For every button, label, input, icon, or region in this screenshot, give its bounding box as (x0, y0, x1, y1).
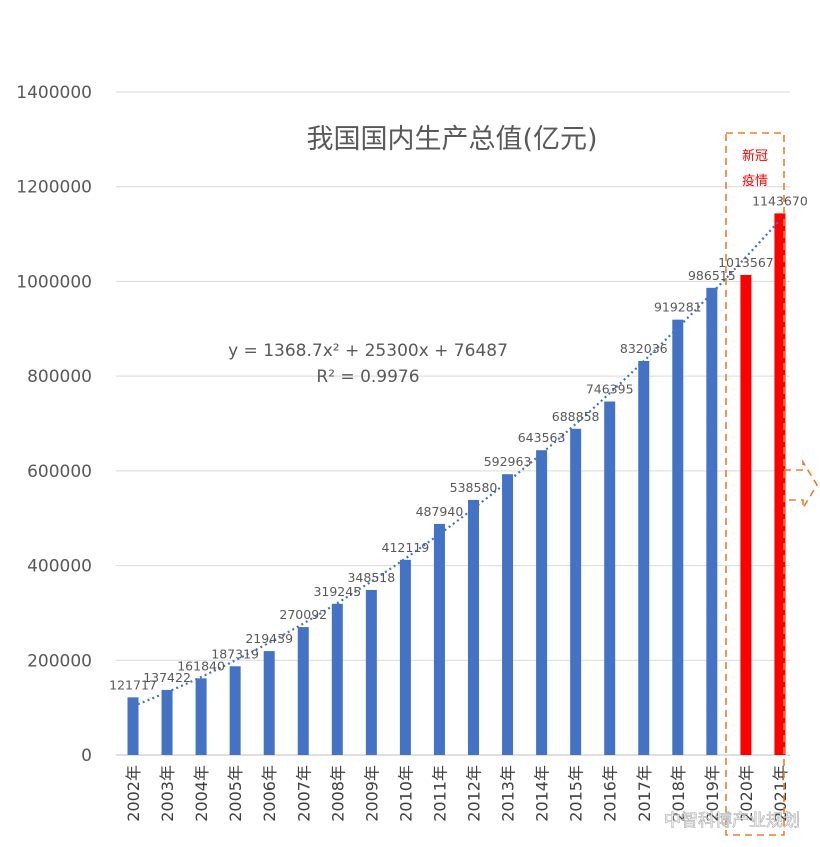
y-tick-label: 1200000 (16, 178, 92, 198)
x-tick-label: 2017年 (635, 765, 654, 822)
bar (774, 213, 786, 755)
y-tick-label: 0 (81, 746, 92, 766)
chart-title: 我国国内生产总值(亿元) (306, 124, 597, 155)
x-tick-label: 2004年 (192, 765, 211, 822)
watermark: 中智科博产业规划 (664, 811, 800, 831)
y-axis-tick-labels: 0 200000 400000 600000 800000 1000000 1200000 1… (16, 83, 92, 766)
x-tick-label: 2013年 (499, 765, 518, 822)
x-tick-label: 2020年 (737, 765, 756, 822)
data-label: 919281 (654, 300, 702, 315)
x-tick-label: 2006年 (260, 765, 279, 822)
data-label: 187319 (211, 646, 259, 661)
bar (740, 275, 752, 755)
bar (195, 678, 207, 755)
x-tick-label: 2015年 (567, 765, 586, 822)
bar (433, 523, 445, 755)
y-tick-label: 600000 (27, 462, 92, 482)
data-label: 643563 (518, 430, 566, 445)
data-label: 348518 (347, 570, 395, 585)
gridlines (116, 91, 790, 756)
x-tick-label: 2005年 (226, 765, 245, 822)
data-label: 1143670 (752, 193, 808, 208)
data-label: 832036 (620, 341, 668, 356)
x-tick-label: 2014年 (533, 765, 552, 822)
data-label: 746395 (586, 382, 634, 397)
bar (297, 627, 309, 755)
bar (399, 559, 411, 755)
x-tick-label: 2003年 (158, 765, 177, 822)
bar (263, 651, 275, 755)
bar (365, 589, 377, 755)
y-tick-label: 1400000 (16, 83, 92, 103)
y-tick-label: 400000 (27, 557, 92, 577)
x-tick-label: 2002年 (124, 765, 143, 822)
data-label: 219439 (245, 631, 293, 646)
trendline-r-squared: R² = 0.9976 (316, 367, 419, 387)
y-tick-label: 800000 (27, 367, 92, 387)
x-tick-label: 2011年 (430, 765, 449, 822)
x-tick-label: 2012年 (465, 765, 484, 822)
x-tick-label: 2016年 (601, 765, 620, 822)
x-tick-label: 2007年 (294, 765, 313, 822)
covid-callout-box (725, 132, 785, 836)
bar (502, 474, 514, 755)
covid-callout-line2: 疫情 (742, 173, 768, 189)
data-label: 121717 (109, 677, 157, 692)
bar (468, 499, 479, 755)
bar (672, 319, 684, 755)
data-label: 270092 (279, 607, 327, 622)
data-label: 538580 (450, 480, 498, 495)
bar (638, 360, 650, 755)
x-tick-label: 2010年 (396, 765, 415, 822)
data-label: 986515 (688, 268, 736, 283)
data-label: 592963 (484, 454, 532, 469)
y-tick-label: 200000 (27, 651, 92, 671)
trendline-equation: y = 1368.7x² + 25300x + 76487 (228, 341, 508, 361)
x-tick-label: 2008年 (328, 765, 347, 822)
data-label: 1013567 (718, 255, 774, 270)
x-tick-label: 2019年 (703, 765, 722, 822)
bar (331, 603, 343, 755)
data-label: 137422 (143, 670, 191, 685)
x-tick-label: 2018年 (669, 765, 688, 822)
bar (161, 689, 173, 755)
bar (706, 287, 718, 755)
x-tick-label: 2021年 (771, 765, 790, 822)
y-tick-label: 1000000 (16, 272, 92, 292)
bar (229, 666, 241, 755)
covid-callout: 新冠 疫情 (725, 132, 818, 836)
data-label: 161840 (177, 658, 225, 673)
data-label: 319245 (313, 584, 361, 599)
bar (536, 450, 548, 755)
data-label: 688858 (552, 409, 600, 424)
covid-callout-line1: 新冠 (742, 148, 768, 164)
callout-arrow (784, 459, 818, 511)
bar (604, 401, 616, 755)
x-axis-tick-labels: 2002年 2003年 2004年 2005年 2006年 2007年 2008年 2009年… (124, 765, 790, 822)
data-label: 412119 (382, 540, 430, 555)
bar (570, 428, 582, 755)
x-tick-label: 2009年 (362, 765, 381, 822)
data-label: 487940 (416, 504, 464, 519)
bars (127, 213, 786, 755)
bar (127, 697, 139, 755)
